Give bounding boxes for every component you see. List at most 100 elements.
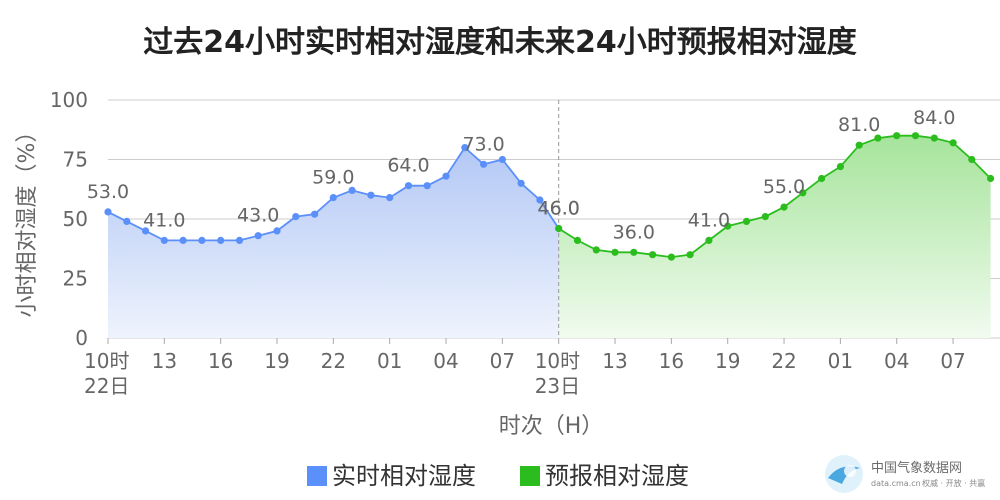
y-axis-title: 小时相对湿度（%） bbox=[15, 121, 40, 318]
legend-item-observed[interactable]: 实时相对湿度 bbox=[307, 462, 476, 490]
point-forecast[interactable] bbox=[949, 139, 957, 147]
x-tick-label: 16 bbox=[208, 349, 233, 373]
data-label-forecast: 81.0 bbox=[838, 114, 880, 136]
point-observed[interactable] bbox=[536, 196, 544, 204]
point-forecast[interactable] bbox=[573, 236, 582, 244]
point-forecast[interactable] bbox=[705, 236, 713, 244]
data-labels: 53.041.0 43.059.064.073.046.046.036.041.0… bbox=[87, 107, 956, 243]
x-tick-label: 16 bbox=[659, 349, 684, 373]
point-observed[interactable] bbox=[423, 182, 431, 190]
area-observed bbox=[108, 147, 559, 338]
data-label-forecast: 55.0 bbox=[763, 176, 805, 198]
y-tick-label: 25 bbox=[63, 267, 88, 291]
point-observed[interactable] bbox=[386, 194, 394, 202]
point-forecast[interactable] bbox=[987, 174, 995, 183]
cma-data-logo: 中国气象数据网 data.cma.cn 权威 · 开放 · 共赢 bbox=[825, 455, 985, 493]
point-observed[interactable] bbox=[311, 210, 319, 218]
x-tick-sublabel: 22日 bbox=[84, 374, 129, 398]
point-observed[interactable] bbox=[517, 179, 525, 187]
point-observed[interactable] bbox=[254, 232, 262, 240]
point-observed[interactable] bbox=[461, 144, 469, 152]
x-tick-label: 01 bbox=[828, 349, 853, 373]
legend-swatch-forecast bbox=[520, 466, 540, 486]
data-label-observed: 64.0 bbox=[387, 155, 429, 177]
point-observed[interactable] bbox=[142, 227, 150, 235]
point-observed[interactable] bbox=[123, 217, 131, 225]
point-observed[interactable] bbox=[404, 182, 413, 190]
x-tick-label: 10时 bbox=[84, 349, 129, 373]
x-tick-label: 07 bbox=[940, 349, 965, 373]
x-tick-label: 13 bbox=[152, 349, 177, 373]
point-forecast[interactable] bbox=[874, 134, 882, 142]
point-forecast[interactable] bbox=[818, 174, 826, 183]
point-forecast[interactable] bbox=[667, 253, 676, 261]
point-forecast[interactable] bbox=[968, 155, 976, 164]
point-observed[interactable] bbox=[217, 236, 225, 244]
series-areas bbox=[108, 135, 991, 338]
point-forecast[interactable] bbox=[799, 189, 807, 197]
point-observed[interactable] bbox=[198, 236, 206, 244]
point-observed[interactable] bbox=[480, 160, 488, 168]
legend-label-observed: 实时相对湿度 bbox=[332, 462, 476, 490]
area-forecast bbox=[558, 135, 991, 338]
point-forecast[interactable] bbox=[836, 163, 845, 171]
logo-url: data.cma.cn bbox=[871, 479, 921, 488]
point-forecast[interactable] bbox=[911, 132, 920, 140]
logo-slogan: 权威 · 开放 · 共赢 bbox=[922, 478, 985, 488]
data-label-forecast: 46.0 bbox=[538, 198, 580, 220]
point-forecast[interactable] bbox=[630, 248, 638, 256]
legend: 实时相对湿度 预报相对湿度 bbox=[307, 462, 689, 490]
point-forecast[interactable] bbox=[761, 213, 769, 221]
legend-item-forecast[interactable]: 预报相对湿度 bbox=[520, 462, 689, 490]
point-observed[interactable] bbox=[235, 236, 244, 244]
point-observed[interactable] bbox=[498, 155, 506, 164]
data-label-observed: 53.0 bbox=[87, 181, 129, 203]
point-observed[interactable] bbox=[329, 194, 337, 202]
point-forecast[interactable] bbox=[649, 251, 657, 259]
x-tick-label: 01 bbox=[377, 349, 402, 373]
point-forecast[interactable] bbox=[742, 217, 751, 225]
point-observed[interactable] bbox=[273, 227, 281, 235]
x-tick-label: 19 bbox=[715, 349, 740, 373]
x-tick-label: 13 bbox=[602, 349, 627, 373]
point-forecast[interactable] bbox=[930, 134, 938, 142]
logo-highlight-icon bbox=[844, 465, 856, 477]
data-label-observed: 41.0 bbox=[143, 209, 185, 231]
chart-title: 过去24小时实时相对湿度和未来24小时预报相对湿度 bbox=[143, 25, 857, 60]
point-forecast[interactable] bbox=[724, 222, 732, 230]
data-label-observed: 73.0 bbox=[462, 133, 504, 155]
point-forecast[interactable] bbox=[686, 251, 694, 259]
x-tick-label: 22 bbox=[771, 349, 796, 373]
point-observed[interactable] bbox=[104, 208, 112, 216]
point-observed[interactable] bbox=[348, 186, 356, 194]
point-observed[interactable] bbox=[179, 236, 187, 244]
x-tick-label: 07 bbox=[490, 349, 515, 373]
logo-name: 中国气象数据网 bbox=[871, 460, 962, 476]
x-tick-label: 19 bbox=[264, 349, 289, 373]
x-tick-label: 22 bbox=[321, 349, 346, 373]
y-tick-label: 100 bbox=[50, 88, 88, 112]
point-forecast[interactable] bbox=[555, 224, 563, 233]
y-tick-label: 50 bbox=[63, 207, 88, 231]
x-tick-sublabel: 23日 bbox=[535, 374, 580, 398]
point-observed[interactable] bbox=[292, 213, 300, 221]
point-forecast[interactable] bbox=[592, 246, 600, 254]
x-axis-title: 时次（H） bbox=[499, 414, 604, 439]
data-label-observed: 43.0 bbox=[237, 205, 279, 227]
point-observed[interactable] bbox=[442, 172, 450, 180]
data-label-observed: 46.0 bbox=[538, 198, 580, 220]
point-forecast[interactable] bbox=[780, 203, 788, 211]
data-label-observed: 59.0 bbox=[312, 167, 354, 189]
point-observed[interactable] bbox=[367, 191, 375, 199]
y-axis-ticks: 0 25 50 75 100 bbox=[50, 88, 88, 350]
data-label-forecast: 41.0 bbox=[688, 209, 730, 231]
point-forecast[interactable] bbox=[893, 132, 901, 140]
legend-label-forecast: 预报相对湿度 bbox=[545, 462, 689, 490]
point-forecast[interactable] bbox=[611, 248, 619, 256]
point-observed[interactable] bbox=[160, 236, 168, 244]
point-forecast[interactable] bbox=[855, 141, 863, 149]
x-tick-label: 04 bbox=[884, 349, 909, 373]
